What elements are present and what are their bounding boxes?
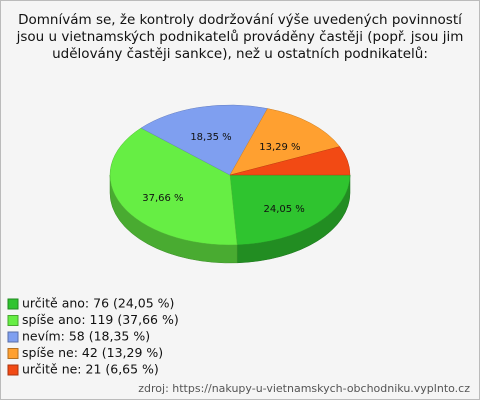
legend-label: nevím: 58 (18,35 %) bbox=[22, 329, 150, 344]
slice-label: 13,29 % bbox=[259, 142, 300, 153]
legend-swatch bbox=[7, 298, 19, 310]
slice-label: 18,35 % bbox=[190, 132, 231, 143]
legend-label: spíše ne: 42 (13,29 %) bbox=[22, 345, 163, 360]
legend-label: spíše ano: 119 (37,66 %) bbox=[22, 312, 179, 327]
legend-swatch bbox=[7, 315, 19, 326]
slice bbox=[140, 104, 268, 176]
legend-label: určitě ano: 76 (24,05 %) bbox=[22, 296, 174, 311]
chart-title: udělovány častěji sankce), než u ostatní… bbox=[52, 46, 428, 62]
slice bbox=[229, 174, 351, 246]
slice-label: 37,66 % bbox=[142, 193, 183, 204]
legend-swatch bbox=[7, 364, 19, 376]
slice bbox=[109, 127, 238, 246]
legend-swatch bbox=[7, 348, 19, 359]
chart-title: jsou u vietnamských podnikatelů prováděn… bbox=[16, 29, 464, 45]
legend-label: určitě ne: 21 (6,65 %) bbox=[22, 362, 159, 377]
legend-swatch bbox=[7, 331, 19, 343]
slice bbox=[229, 108, 341, 176]
slice bbox=[229, 146, 351, 176]
slice-label: 24,05 % bbox=[263, 204, 304, 215]
chart-title: Domnívám se, že kontroly dodržování výše… bbox=[18, 12, 463, 28]
source: zdroj: https://nakupy-u-vietnamskych-obc… bbox=[138, 382, 470, 395]
